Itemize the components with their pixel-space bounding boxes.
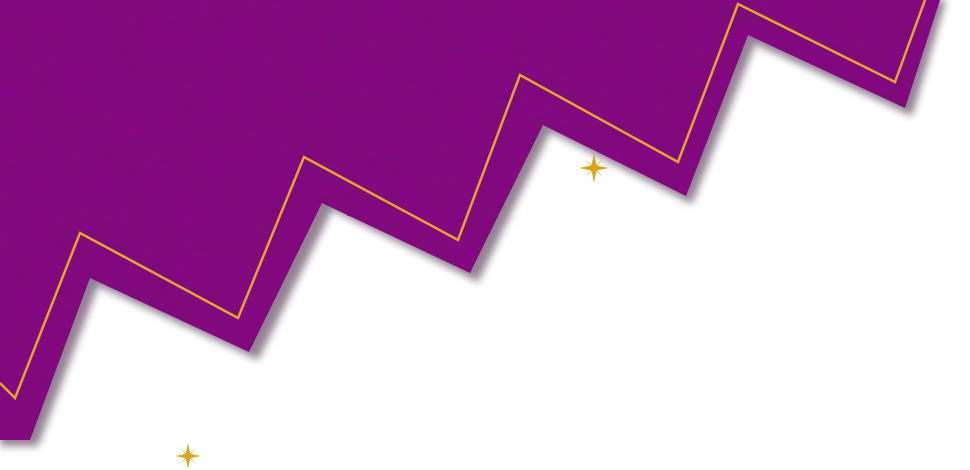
ragged-edge [42,64,833,385]
gold-zigzag-line [0,0,927,401]
band-texture [0,0,940,440]
sparkle-icon [175,443,201,469]
sparkle-icon [579,153,609,183]
